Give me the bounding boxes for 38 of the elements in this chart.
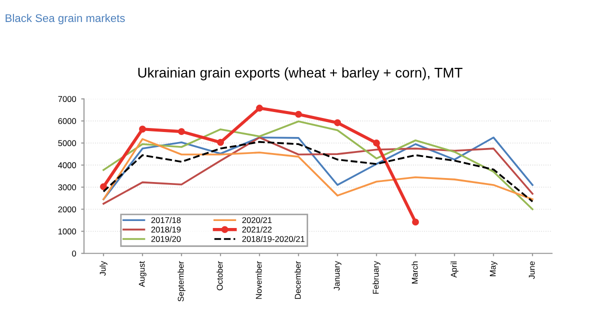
y-tick-label: 4000 [58,162,76,168]
x-tick-label: April [450,262,458,278]
point [217,138,224,146]
y-tick-label: 3000 [58,184,76,190]
point [373,140,380,146]
line-series [102,120,534,210]
x-tick-label: July [100,261,108,276]
x-tick-label: June [528,261,535,279]
x-tick-label: January [334,261,342,291]
y-tick-label: 0 [72,250,76,256]
point [295,110,302,118]
y-tick-label: 5000 [58,140,76,146]
x-tick-label: March [412,262,418,284]
legend-label: 2020/21 [242,216,272,224]
text: Black Sea grain markets [6,14,125,24]
x-tick-label: December [294,261,301,299]
point [178,128,185,136]
legend-label: 2017/18 [151,216,181,224]
y-tick-label: 1000 [58,228,76,234]
x-tick-label: September [178,261,186,302]
x-tick-label: October [216,261,223,290]
y-tick-label: 2000 [58,206,76,212]
point [139,126,146,133]
x-tick-label: May [490,261,498,276]
legend-label: 2021/22 [242,226,272,233]
y-tick-label: 7000 [58,96,76,102]
x-tick-label: February [372,261,380,294]
legend-label: 2018/19 [151,226,181,233]
legend-label: 2019/20 [151,236,181,242]
point [256,104,263,112]
point [412,218,419,226]
point [334,119,341,126]
x-tick-label: November [256,261,262,299]
legend-label: 2018/19-2020/21 [242,236,304,242]
point [100,183,107,190]
y-tick-label: 6000 [58,118,76,124]
x-tick-label: August [138,261,146,287]
chart-title: Ukrainian grain exports (wheat + barley + corn), TMT [138,67,462,80]
